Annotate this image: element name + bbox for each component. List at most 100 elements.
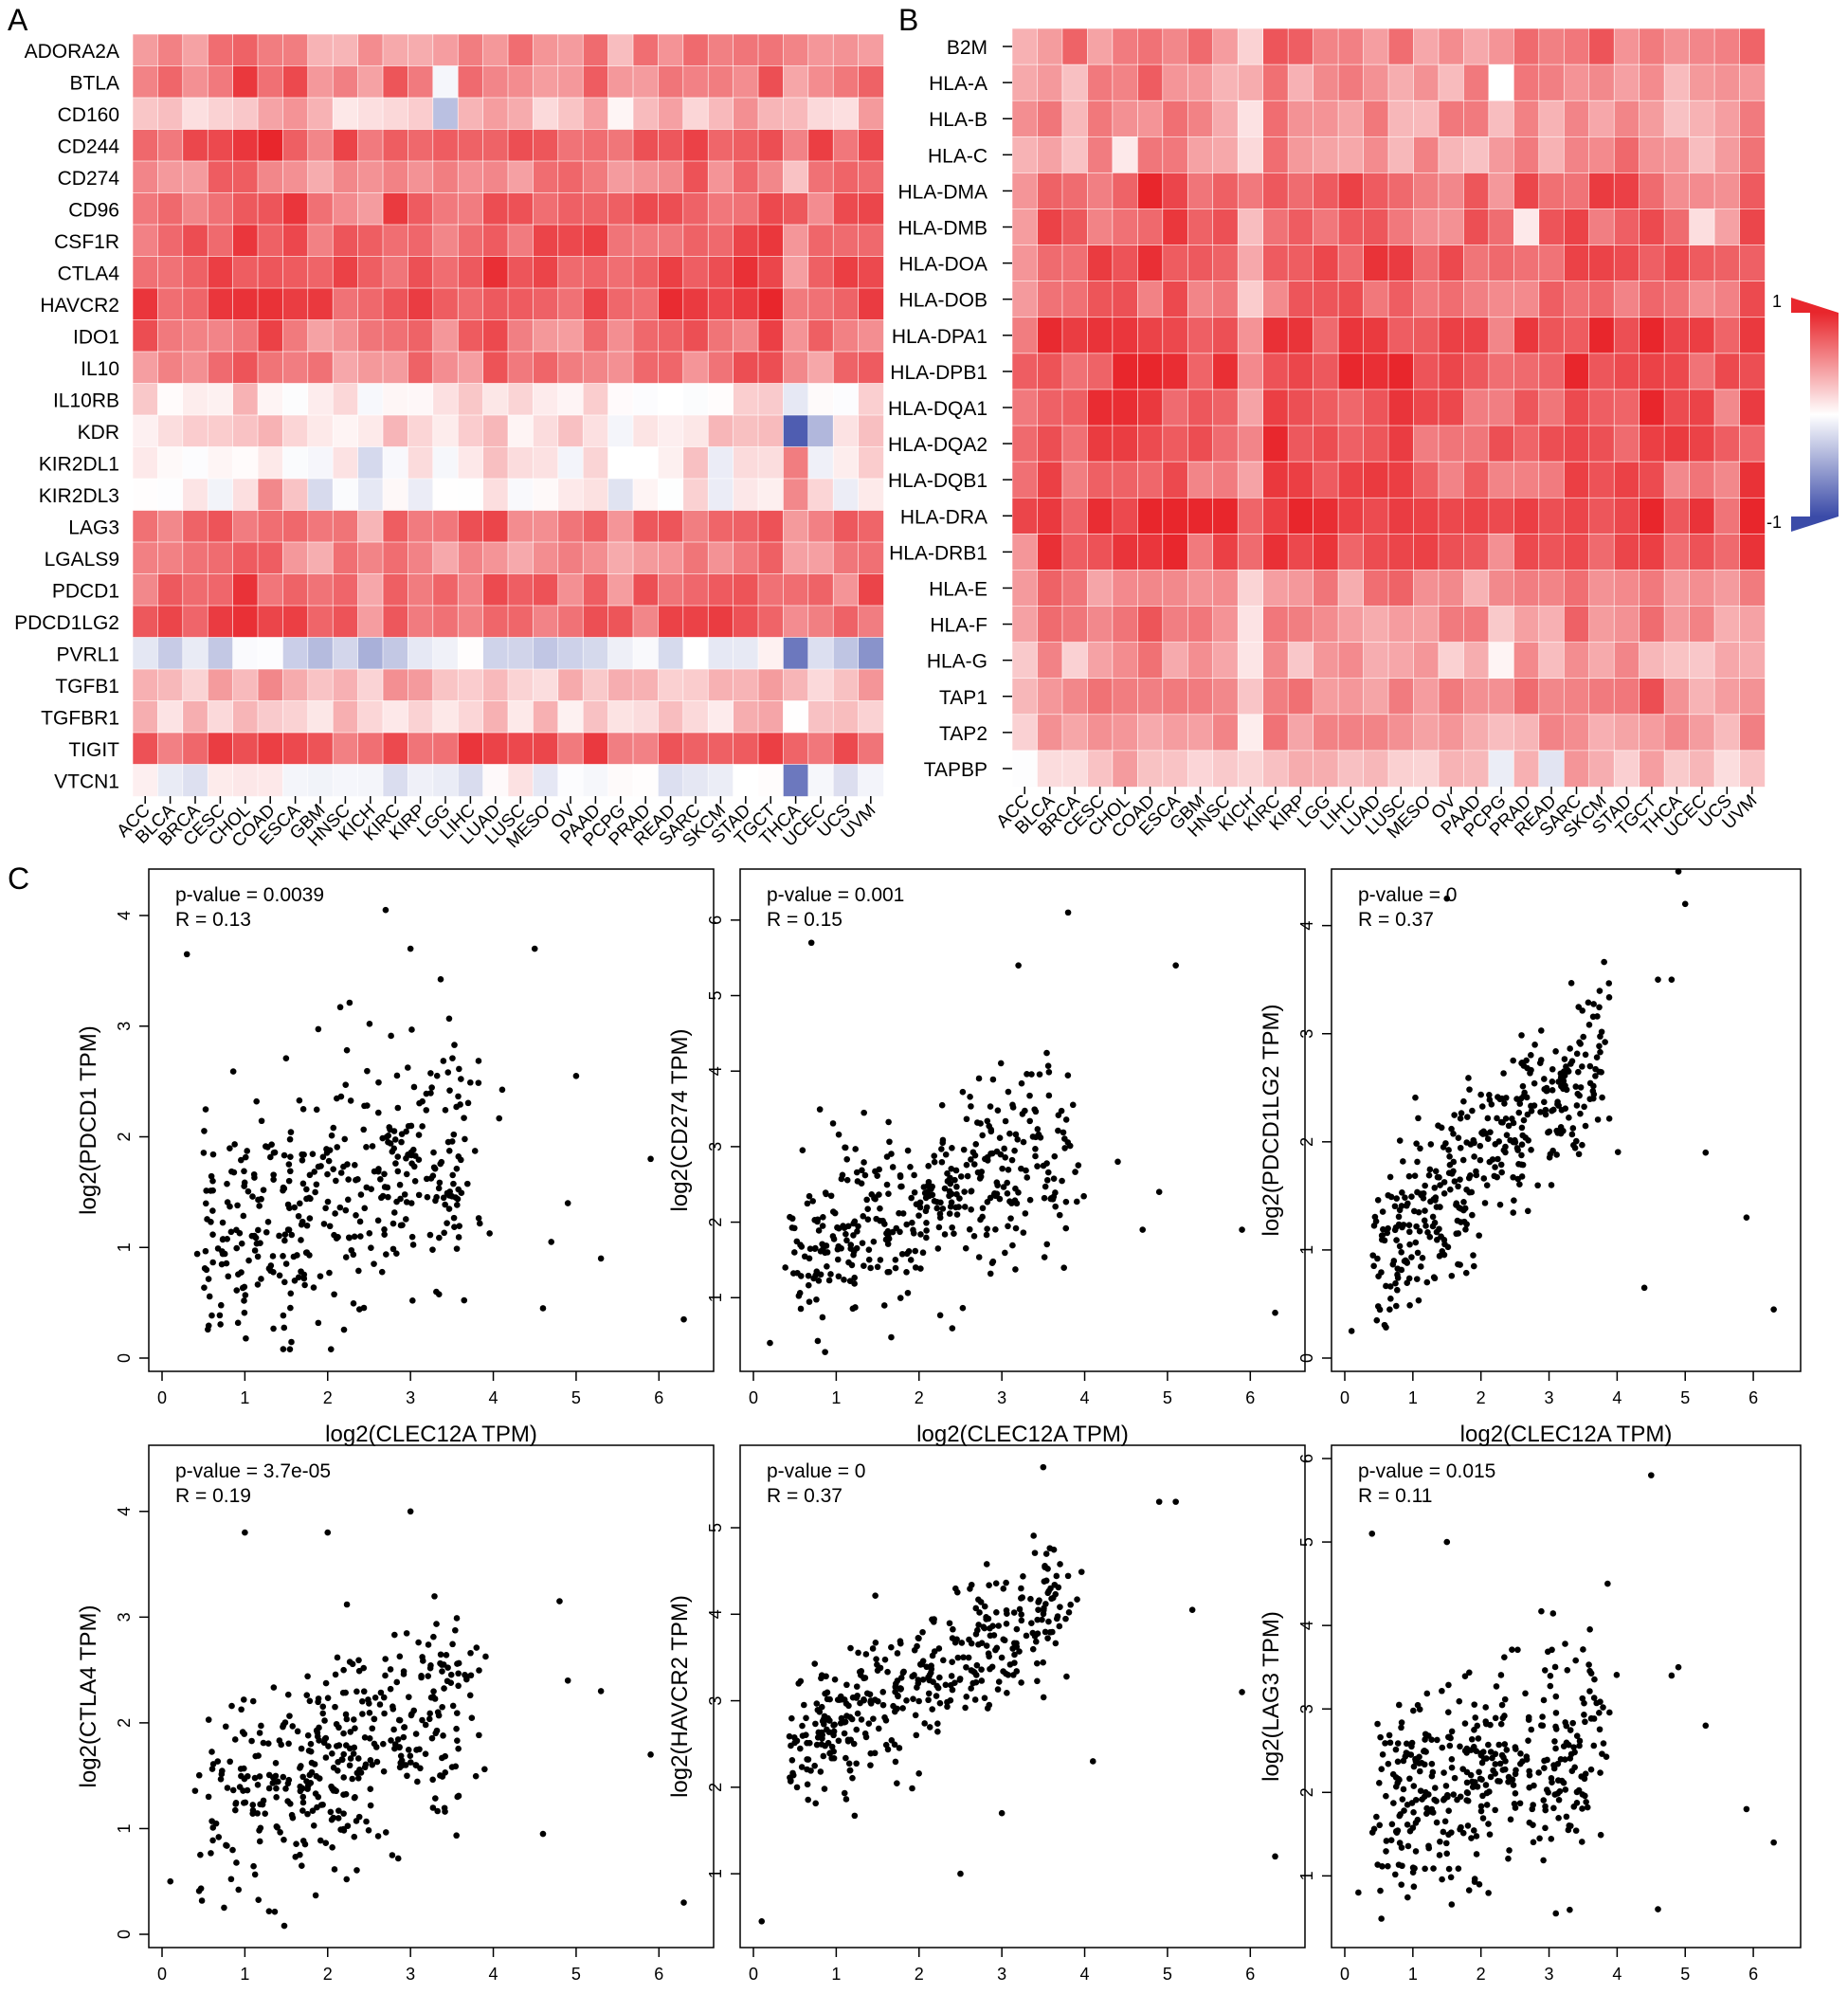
data-point <box>1605 980 1613 987</box>
data-point <box>390 1245 397 1253</box>
heatmap-cell <box>132 97 159 131</box>
data-point <box>309 1807 317 1815</box>
heatmap-cell <box>207 764 234 797</box>
heatmap-cell <box>482 383 509 416</box>
heatmap-cell <box>1011 100 1039 138</box>
data-point <box>1542 1111 1549 1118</box>
data-point <box>355 1306 363 1313</box>
data-point <box>942 1681 950 1689</box>
heatmap-cell <box>1713 172 1741 210</box>
y-tick-label: 1 <box>1297 1871 1316 1880</box>
heatmap-cell <box>632 700 660 734</box>
data-point <box>1593 1054 1601 1061</box>
heatmap-cell <box>357 192 384 226</box>
heatmap-cell <box>382 256 409 289</box>
heatmap-cell <box>832 287 860 321</box>
heatmap-cell <box>357 129 384 162</box>
data-point <box>828 1743 836 1750</box>
data-point <box>843 1155 851 1163</box>
data-point <box>302 1249 310 1257</box>
data-point <box>804 1200 811 1207</box>
data-point <box>1457 1261 1463 1268</box>
heatmap-cell <box>1237 245 1264 282</box>
data-point <box>347 1097 354 1104</box>
heatmap-cell <box>1313 317 1339 354</box>
data-point <box>984 1225 990 1232</box>
heatmap-cell <box>733 351 759 385</box>
data-point <box>432 1730 440 1737</box>
heatmap-cell <box>1087 678 1114 716</box>
data-point <box>265 1908 273 1914</box>
data-point <box>1571 1145 1579 1151</box>
heatmap-cell <box>132 764 159 797</box>
data-point <box>841 1789 848 1797</box>
heatmap-cell <box>1212 714 1239 752</box>
heatmap-cell <box>1011 714 1039 752</box>
heatmap-cell <box>1563 678 1590 716</box>
heatmap-cell <box>232 732 259 766</box>
data-point <box>284 1201 292 1208</box>
heatmap-cell <box>507 668 534 702</box>
heatmap-cell <box>1488 570 1515 607</box>
heatmap-cell <box>707 192 734 226</box>
heatmap-cell <box>533 383 559 416</box>
heatmap-cell <box>832 637 860 670</box>
data-point <box>393 1678 401 1686</box>
heatmap-cell <box>1639 136 1665 174</box>
data-point <box>351 1744 358 1751</box>
data-point <box>531 945 538 952</box>
data-point <box>1379 1208 1386 1215</box>
data-point <box>240 1787 246 1794</box>
heatmap-cell <box>533 478 559 512</box>
data-point <box>242 1292 249 1298</box>
data-point <box>1519 1132 1526 1139</box>
row-label: HLA-DQB1 <box>888 470 987 492</box>
heatmap-cell <box>1463 461 1490 499</box>
data-point <box>1080 1192 1087 1200</box>
heatmap-cell <box>408 319 434 353</box>
heatmap-cell <box>783 605 809 639</box>
data-point <box>1552 1710 1560 1716</box>
data-point <box>1583 1799 1589 1805</box>
heatmap-cell <box>1713 534 1741 571</box>
heatmap-cell <box>1363 281 1389 318</box>
data-point <box>433 1072 441 1079</box>
data-point <box>1505 1855 1512 1862</box>
data-point <box>400 1671 408 1677</box>
data-point <box>238 1240 245 1247</box>
heatmap-cell <box>582 732 609 766</box>
data-point <box>951 1639 959 1646</box>
data-point <box>299 1773 306 1781</box>
heatmap-cell <box>807 764 834 797</box>
heatmap-cell <box>382 351 409 385</box>
data-point <box>1510 1782 1517 1788</box>
heatmap-cell <box>332 414 359 448</box>
heatmap-cell <box>658 160 684 194</box>
heatmap-cell <box>832 414 860 448</box>
heatmap-cell <box>1739 100 1766 138</box>
heatmap-cell <box>132 668 159 702</box>
heatmap-cell <box>658 192 684 226</box>
heatmap-cell <box>307 192 334 226</box>
data-point <box>1598 1069 1604 1076</box>
heatmap-cell <box>482 33 509 67</box>
data-point <box>317 1163 324 1169</box>
data-point <box>877 1664 884 1672</box>
data-point <box>970 1233 978 1240</box>
data-point <box>809 1198 816 1205</box>
heatmap-cell <box>1663 136 1691 174</box>
heatmap-cell <box>807 129 834 162</box>
data-point <box>1398 1266 1405 1274</box>
heatmap-cell <box>1363 642 1389 680</box>
data-point <box>299 1862 305 1869</box>
heatmap-cell <box>1187 281 1214 318</box>
row-label: TIGIT <box>68 739 119 761</box>
data-point <box>351 1716 357 1723</box>
data-point <box>1419 1796 1425 1803</box>
heatmap-cell <box>1588 750 1615 788</box>
data-point <box>355 1267 362 1275</box>
data-point <box>361 1764 369 1771</box>
data-point <box>1430 1274 1438 1280</box>
heatmap-cell <box>1513 642 1540 680</box>
y-tick-label: 1 <box>706 1293 725 1302</box>
